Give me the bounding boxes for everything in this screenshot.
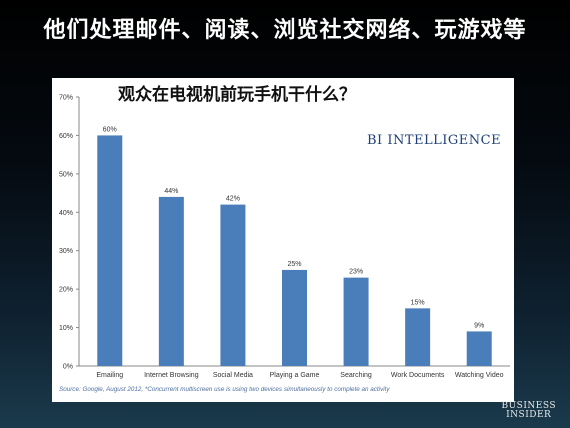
bar-value-label: 44% (164, 188, 178, 195)
business-insider-logo: BUSINESS INSIDER (501, 402, 556, 420)
x-tick-label: Emailing (96, 372, 123, 379)
bar (405, 308, 431, 366)
y-tick-label: 20% (59, 287, 73, 294)
bar (343, 277, 369, 366)
y-tick-label: 10% (59, 325, 73, 332)
y-tick-label: 40% (59, 210, 73, 217)
y-tick-label: 0% (63, 364, 73, 371)
bar-value-label: 15% (411, 299, 425, 306)
bar (97, 135, 123, 366)
bar-value-label: 25% (287, 261, 301, 268)
y-tick-label: 50% (59, 171, 73, 178)
x-tick-label: Playing a Game (270, 372, 320, 379)
x-tick-label: Searching (340, 372, 372, 379)
source-note: Source: Google, August 2012, *Concurrent… (59, 386, 390, 393)
bar (220, 204, 246, 366)
bar-value-label: 9% (474, 322, 484, 329)
x-tick-label: Watching Video (455, 372, 504, 379)
x-tick-label: Work Documents (391, 372, 445, 379)
y-tick-label: 30% (59, 248, 73, 255)
bar (466, 331, 492, 366)
brand-line-2: INSIDER (506, 410, 552, 420)
bar (158, 196, 184, 366)
x-tick-label: Social Media (213, 372, 253, 379)
chart-title: 观众在电视机前玩手机干什么？ (118, 85, 356, 105)
y-tick-label: 70% (59, 95, 73, 102)
bar (282, 269, 307, 366)
bar-value-label: 23% (349, 269, 363, 276)
y-tick-label: 60% (59, 133, 73, 140)
bi-intelligence-watermark: BI INTELLIGENCE (367, 133, 502, 148)
bar-value-label: 60% (103, 126, 117, 133)
bar-value-label: 42% (226, 196, 240, 203)
brand-line-1: BUSINESS (501, 401, 556, 411)
x-tick-label: Internet Browsing (144, 372, 199, 379)
slide-title: 他们处理邮件、阅读、浏览社交网络、玩游戏等 (43, 18, 527, 43)
